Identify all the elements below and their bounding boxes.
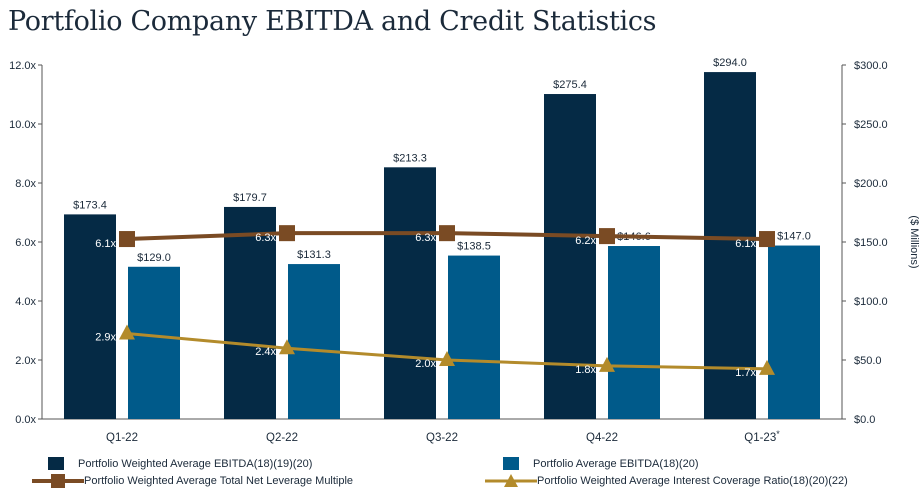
legend-item-weighted-ebitda: Portfolio Weighted Average EBITDA(18)(19… [48,457,312,470]
bar-average-ebitda [448,255,500,419]
left-axis-tick-label: 4.0x [15,296,36,308]
x-axis-category-label: Q4-22 [586,432,618,444]
legend-label-leverage: Portfolio Weighted Average Total Net Lev… [84,475,354,487]
data-label-weighted-ebitda: $275.4 [553,79,587,91]
legend-swatch-weighted-ebitda [48,457,64,470]
bar-weighted-ebitda [384,167,436,419]
marker-leverage [759,231,775,248]
bar-average-ebitda [288,264,340,419]
left-axis-tick-label: 2.0x [15,355,36,367]
data-label-coverage: 1.8x [575,364,596,376]
legend-label-weighted-ebitda: Portfolio Weighted Average EBITDA(18)(19… [78,457,313,470]
data-label-average-ebitda: $147.0 [777,231,811,243]
right-axis-tick-label: $200.0 [854,178,888,190]
data-label-leverage: 6.3x [255,232,276,244]
data-label-leverage: 6.1x [735,238,756,250]
left-axis-tick-label: 8.0x [15,178,36,190]
right-axis-tick-label: $0.0 [854,414,875,426]
data-label-coverage: 2.9x [95,331,116,343]
data-label-average-ebitda: $138.5 [457,241,491,253]
bar-weighted-ebitda [64,214,116,419]
data-label-weighted-ebitda: $173.4 [73,199,107,211]
x-axis-category-label: Q2-22 [266,432,298,444]
data-label-weighted-ebitda: $179.7 [233,192,267,204]
data-label-leverage: 6.3x [415,232,436,244]
legend-label-coverage: Portfolio Weighted Average Interest Cove… [537,475,848,487]
data-label-weighted-ebitda: $294.0 [713,57,747,69]
right-axis-tick-label: $250.0 [854,119,888,131]
chart-title: Portfolio Company EBITDA and Credit Stat… [8,6,657,37]
legend-item-leverage: Portfolio Weighted Average Total Net Lev… [32,474,353,488]
marker-coverage [439,351,455,366]
marker-coverage [119,324,135,340]
bar-weighted-ebitda [224,206,276,419]
data-label-coverage: 2.4x [255,346,276,358]
legend-swatch-average-ebitda [503,457,519,470]
x-axis-category-label: Q3-22 [426,432,458,444]
legend-label-average-ebitda: Portfolio Average EBITDA(18)(20) [533,457,699,470]
data-label-leverage: 6.2x [575,235,596,247]
x-axis-category-label: Q1-23* [744,429,780,444]
bar-average-ebitda [608,246,660,419]
data-label-leverage: 6.1x [95,238,116,250]
data-label-coverage: 2.0x [415,358,436,370]
marker-coverage [759,359,775,375]
marker-leverage [599,228,615,245]
marker-leverage [439,225,455,242]
legend-swatch-coverage [485,474,537,487]
right-axis-tick-label: $50.0 [854,355,882,367]
right-axis-tick-label: $100.0 [854,296,888,308]
left-axis-tick-label: 6.0x [15,237,36,249]
legend-swatch-leverage [32,474,84,488]
left-axis-tick-label: 0.0x [15,414,36,426]
bar-average-ebitda [128,266,180,419]
data-label-coverage: 1.7x [735,367,756,379]
right-axis-tick-label: $150.0 [854,237,888,249]
bar-weighted-ebitda [704,72,756,419]
data-label-weighted-ebitda: $213.3 [393,152,427,164]
legend-item-average-ebitda: Portfolio Average EBITDA(18)(20) [503,457,698,470]
bar-average-ebitda [768,245,820,419]
marker-leverage [279,225,295,242]
right-axis-tick-label: $300.0 [854,60,888,72]
marker-coverage [279,339,295,355]
data-label-average-ebitda: $129.0 [137,252,171,264]
marker-coverage [599,356,615,372]
legend-item-coverage: Portfolio Weighted Average Interest Cove… [485,474,848,488]
left-axis-tick-label: 12.0x [9,60,36,72]
left-axis-tick-label: 10.0x [9,119,36,131]
x-axis-category-label: Q1-22 [106,432,138,444]
data-label-average-ebitda: $131.3 [297,249,331,261]
marker-leverage [119,231,135,248]
right-axis-title: ($ Millions) [908,215,920,268]
